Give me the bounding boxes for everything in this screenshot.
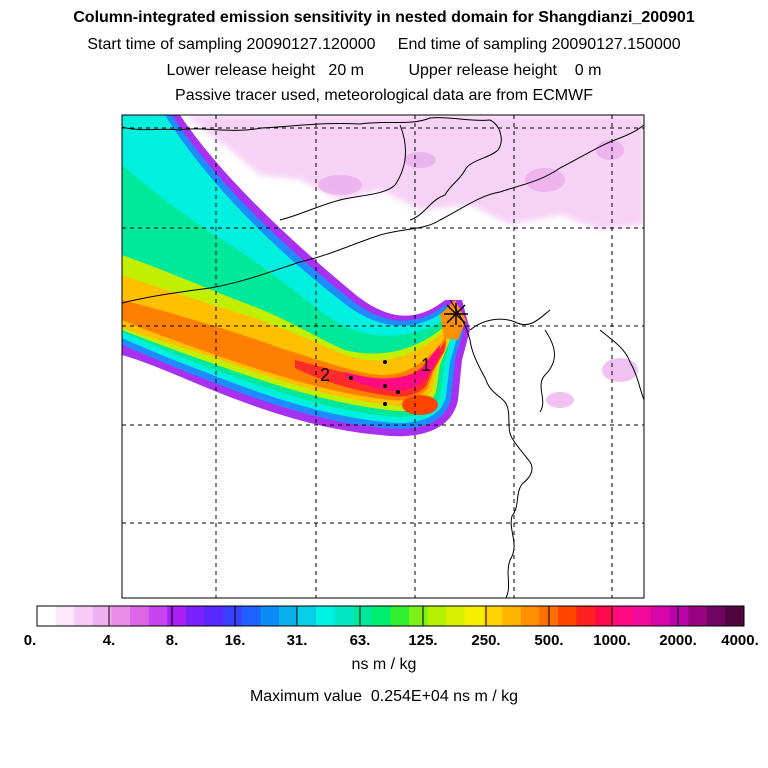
plume-orange	[122, 300, 446, 401]
colorbar-cell	[483, 606, 503, 626]
colorbar-cell	[595, 606, 615, 626]
colorbar-cell	[185, 606, 205, 626]
colorbar-tick-label: 4000.	[721, 632, 759, 649]
colorbar-cell	[223, 606, 243, 626]
colorbar-cell	[241, 606, 261, 626]
colorbar-cell	[130, 606, 150, 626]
centroid-dot	[383, 360, 387, 364]
low-sensitivity-patches	[318, 140, 638, 408]
tracer-info-line: Passive tracer used, meteorological data…	[175, 87, 593, 104]
colorbar-tick-label: 16.	[224, 632, 246, 649]
centroid-dot	[396, 390, 400, 394]
plume-hotspot	[402, 395, 438, 415]
colorbar-cell	[148, 606, 168, 626]
colorbar-tick-label: 2000.	[659, 632, 697, 649]
colorbar-cell	[204, 606, 224, 626]
colorbar-cell	[688, 606, 708, 626]
cluster-label-2: 2	[320, 365, 330, 385]
map-title: Column-integrated emission sensitivity i…	[73, 9, 695, 26]
colorbar-cell	[725, 606, 745, 626]
colorbar-tick-label: 63.	[349, 632, 371, 649]
colorbar-cell	[390, 606, 410, 626]
release-height-line: Lower release height 20 m Upper release …	[166, 62, 602, 79]
colorbar-cells	[37, 606, 745, 626]
map-frame	[121, 114, 645, 599]
colorbar-tick-label: 31.	[286, 632, 308, 649]
colorbar-cell	[613, 606, 633, 626]
colorbar-tick-label: 0.	[23, 632, 37, 649]
colorbar-cell	[576, 606, 596, 626]
colorbar-cell	[650, 606, 671, 626]
colorbar-cell	[371, 606, 391, 626]
colorbar-cell	[669, 606, 689, 626]
colorbar-unit: ns m / kg	[351, 656, 417, 673]
colorbar-cell	[167, 606, 187, 626]
cluster-centroids	[349, 360, 400, 406]
colorbar-cell	[334, 606, 354, 626]
sensitivity-field	[122, 115, 644, 437]
colorbar-tick-label: 8.	[165, 632, 179, 649]
colorbar-major-separators	[108, 606, 679, 626]
colorbar-cell	[409, 606, 429, 626]
colorbar-cell	[37, 606, 57, 626]
colorbar-cell	[92, 606, 112, 626]
colorbar-tick-label: 500.	[534, 632, 564, 649]
centroid-dot	[349, 376, 353, 380]
centroid-dot	[383, 402, 387, 406]
colorbar-cell	[278, 606, 298, 626]
colorbar-cell	[632, 606, 652, 626]
colorbar-cell	[316, 606, 336, 626]
colorbar-cell	[111, 606, 131, 626]
coastlines	[122, 117, 644, 598]
colorbar-cell	[260, 606, 280, 626]
colorbar-cell	[520, 606, 540, 626]
plume-yellow	[122, 275, 448, 406]
graticule	[122, 115, 644, 598]
colorbar-cell	[446, 606, 466, 626]
colorbar-cell	[502, 606, 522, 626]
colorbar-cell	[55, 606, 75, 626]
maximum-value-text: Maximum value 0.254E+04 ns m / kg	[249, 688, 519, 705]
receptor-site-marker	[444, 303, 468, 325]
centroid-dot	[383, 384, 387, 388]
colorbar-cell	[427, 606, 447, 626]
colorbar-tick-label: 1000.	[593, 632, 631, 649]
cluster-label-1: 1	[421, 355, 431, 375]
sampling-time-line: Start time of sampling 20090127.120000 E…	[87, 36, 681, 53]
colorbar-cell	[706, 606, 726, 626]
plume-magenta	[345, 345, 440, 391]
colorbar-frame	[36, 605, 745, 627]
colorbar-cell	[74, 606, 94, 626]
colorbar-cell	[353, 606, 373, 626]
colorbar-cell	[464, 606, 485, 626]
colorbar-cell	[557, 606, 578, 626]
colorbar-tick-label: 4.	[102, 632, 116, 649]
colorbar-cell	[297, 606, 317, 626]
colorbar-tick-label: 125.	[408, 632, 438, 649]
colorbar-tick-label: 250.	[471, 632, 501, 649]
